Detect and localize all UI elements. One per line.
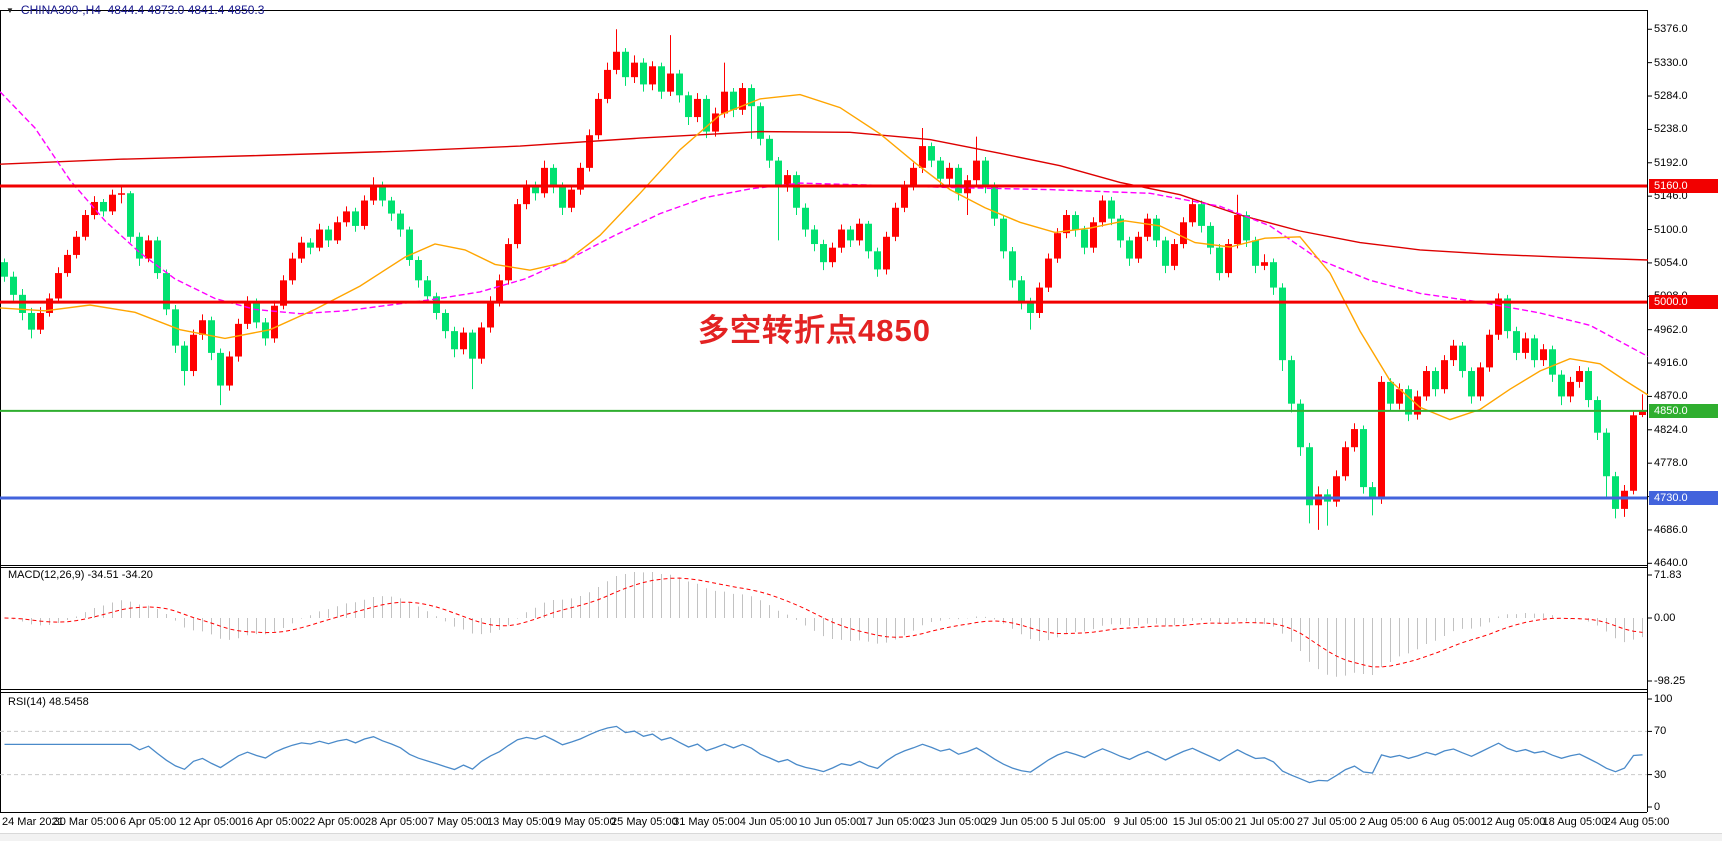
time-axis-label: 4 Jun 05:00 <box>739 816 798 828</box>
rsi-axis-label: 100 <box>1654 693 1673 705</box>
price-axis-label: 5376.0 <box>1654 23 1688 36</box>
time-axis-label: 27 Jul 05:00 <box>1296 816 1357 828</box>
time-axis-label: 24 Mar 2021 <box>2 816 64 828</box>
panel-borders <box>0 10 1648 813</box>
slow-ma <box>0 130 1649 261</box>
macd-axis-label: 0.00 <box>1654 612 1676 624</box>
price-axis-label: 5100.0 <box>1654 223 1688 236</box>
macd-signal-line <box>4 577 1643 668</box>
symbol-ohlc-title: CHINA300-,H4 4844.4 4873.0 4841.4 4850.3 <box>20 3 265 17</box>
price-tag-4730.0: 4730.0 <box>1649 491 1718 505</box>
time-axis-label: 16 Apr 05:00 <box>240 816 304 828</box>
price-axis-label: 4962.0 <box>1654 323 1688 336</box>
price-axis-label: 4870.0 <box>1654 390 1688 403</box>
price-axis-label: 4824.0 <box>1654 423 1688 436</box>
time-axis-label: 23 Jun 05:00 <box>922 816 987 828</box>
price-tag-5160.0: 5160.0 <box>1649 179 1718 193</box>
time-axis-label: 29 Jun 05:00 <box>984 816 1049 828</box>
time-axis-label: 15 Jul 05:00 <box>1172 816 1233 828</box>
time-axis-label: 22 Apr 05:00 <box>302 816 366 828</box>
macd-indicator-label: MACD(12,26,9) -34.51 -34.20 <box>8 569 153 581</box>
price-axis-label: 4778.0 <box>1654 457 1688 470</box>
time-axis-label: 17 Jun 05:00 <box>860 816 925 828</box>
time-axis-label: 12 Aug 05:00 <box>1480 816 1546 828</box>
time-axis-label: 28 Apr 05:00 <box>365 816 428 828</box>
price-axis-label: 5146.0 <box>1654 190 1688 203</box>
time-axis-label: 9 Jul 05:00 <box>1113 816 1168 828</box>
rsi-indicator-label: RSI(14) 48.5458 <box>8 696 89 708</box>
time-axis-label: 19 May 05:00 <box>549 816 616 828</box>
time-axis-label: 24 Aug 05:00 <box>1604 816 1670 828</box>
time-axis-label: 25 May 05:00 <box>611 816 678 828</box>
price-axis-label: 5284.0 <box>1654 90 1688 103</box>
time-axis-label: 31 May 05:00 <box>673 816 740 828</box>
time-axis-label: 6 Aug 05:00 <box>1421 816 1481 828</box>
time-axis-label: 10 Jun 05:00 <box>798 816 863 828</box>
price-axis-label: 4916.0 <box>1654 357 1688 370</box>
macd-axis-label: 71.83 <box>1654 569 1682 581</box>
price-axis-label: 5330.0 <box>1654 56 1688 69</box>
price-axis-label: 5238.0 <box>1654 123 1688 136</box>
macd-axis-label: -98.25 <box>1654 675 1686 687</box>
axis-ticks <box>1647 28 1652 808</box>
time-axis-label: 2 Aug 05:00 <box>1359 816 1419 828</box>
time-axis-label: 13 May 05:00 <box>486 816 554 828</box>
mid-ma <box>0 91 1649 358</box>
time-axis-label: 12 Apr 05:00 <box>178 816 242 828</box>
collapse-arrow-icon[interactable]: ▼ <box>6 6 14 15</box>
price-tag-4850.0: 4850.0 <box>1649 403 1718 418</box>
rsi-group <box>0 725 1647 784</box>
price-axis-label: 4640.0 <box>1654 557 1688 570</box>
window-bottom-strip <box>0 833 1722 841</box>
time-axis-label: 7 May 05:00 <box>427 816 489 828</box>
rsi-axis-label: 70 <box>1654 725 1667 738</box>
rsi-axis-label: 30 <box>1654 768 1667 781</box>
price-tag-5000.0: 5000.0 <box>1649 295 1718 310</box>
time-axis-label: 5 Jul 05:00 <box>1051 816 1106 828</box>
level-lines-group <box>0 184 1647 500</box>
price-axis-label: 4686.0 <box>1654 523 1688 536</box>
rsi-line <box>4 725 1643 784</box>
time-axis-label: 30 Mar 05:00 <box>53 816 119 828</box>
price-axis-label: 5054.0 <box>1654 256 1688 269</box>
price-axis-label: 5192.0 <box>1654 156 1688 169</box>
symbol-title-row: ▼ CHINA300-,H4 4844.4 4873.0 4841.4 4850.… <box>6 3 264 17</box>
macd-histogram-group <box>13 572 1643 677</box>
time-axis-label: 6 Apr 05:00 <box>119 816 177 828</box>
price-annotation[interactable]: 多空转折点4850 <box>698 313 931 348</box>
time-axis-label: 18 Aug 05:00 <box>1542 816 1608 828</box>
rsi-axis-label: 0 <box>1654 801 1661 813</box>
candles-group <box>1 29 1646 530</box>
time-axis-label: 21 Jul 05:00 <box>1234 816 1295 828</box>
